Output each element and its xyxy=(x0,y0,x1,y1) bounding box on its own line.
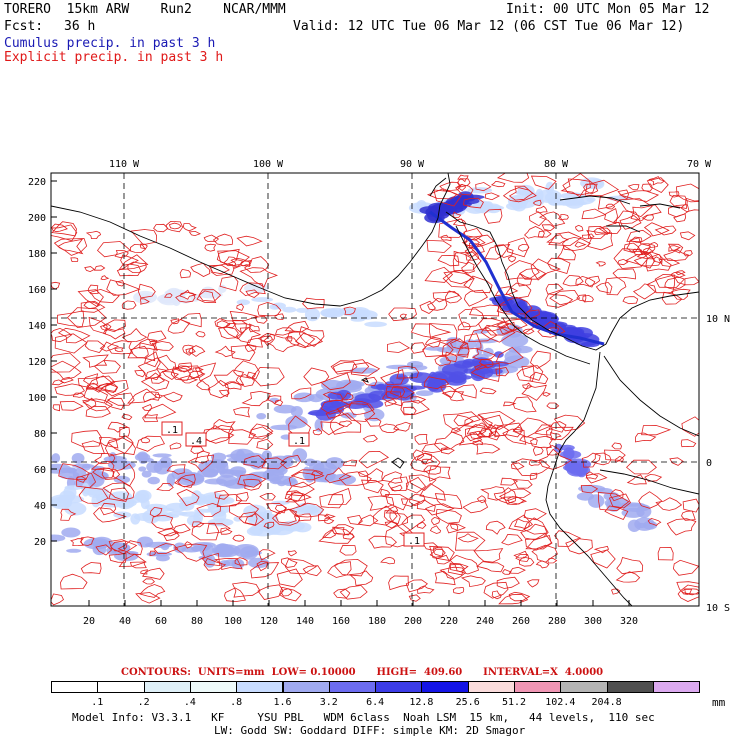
colorbar-swatch xyxy=(189,681,238,693)
explicit-precip-contours xyxy=(51,173,699,606)
y-tick-label: 80 xyxy=(34,429,46,440)
x-tick-label: 60 xyxy=(155,616,167,627)
y-tick-label: 220 xyxy=(28,177,46,188)
colorbar-label: 3.2 xyxy=(319,697,338,708)
colorbar-label: .1 xyxy=(91,697,104,708)
colorbar-swatch xyxy=(143,681,191,693)
forecast-label: Fcst: xyxy=(4,19,44,34)
colorbar-label: .4 xyxy=(183,697,196,708)
x-tick-label: 260 xyxy=(512,616,530,627)
explicit-precip-legend: Explicit precip. in past 3 h xyxy=(4,50,224,65)
x-tick-label: 20 xyxy=(83,616,95,627)
y-tick-label: 120 xyxy=(28,357,46,368)
colorbar-label: 204.8 xyxy=(591,697,622,708)
x-tick-label: 280 xyxy=(548,616,566,627)
contour-value-label: .4 xyxy=(190,436,202,447)
y-tick-label: 160 xyxy=(28,285,46,296)
contour-value-label: .1 xyxy=(293,436,305,447)
contour-value-box xyxy=(185,432,207,447)
y-tick-label: 20 xyxy=(34,537,46,548)
colorbar-swatch xyxy=(375,681,423,693)
x-tick-label: 180 xyxy=(368,616,386,627)
y-tick-label: 180 xyxy=(28,249,46,260)
lon-label: 90 W xyxy=(400,159,425,170)
colorbar-label: 6.4 xyxy=(366,697,385,708)
colorbar-label: 102.4 xyxy=(545,697,576,708)
colorbar-swatch xyxy=(236,681,284,693)
contour-value-box xyxy=(161,421,183,436)
forecast-hours: 36 h xyxy=(64,19,96,34)
x-tick-label: 120 xyxy=(260,616,278,627)
y-tick-label: 40 xyxy=(34,501,46,512)
lat-label: 0 xyxy=(706,458,712,469)
x-tick-label: 200 xyxy=(404,616,422,627)
x-tick-label: 140 xyxy=(296,616,314,627)
x-tick-label: 80 xyxy=(191,616,203,627)
x-tick-label: 300 xyxy=(584,616,602,627)
lon-label: 70 W xyxy=(687,159,712,170)
colorbar-swatch xyxy=(328,681,377,693)
colorbar-swatch xyxy=(606,681,654,693)
colorbar-swatch xyxy=(560,681,608,693)
colorbar-label: 51.2 xyxy=(501,697,527,708)
lon-label: 80 W xyxy=(544,159,569,170)
colorbar-swatch xyxy=(421,681,469,693)
x-tick-label: 240 xyxy=(476,616,494,627)
model-title: TORERO 15km ARW Run2 NCAR/MMM xyxy=(4,2,286,17)
y-tick-label: 60 xyxy=(34,465,46,476)
x-tick-label: 100 xyxy=(224,616,242,627)
colorbar-label: .8 xyxy=(230,697,243,708)
colorbar-swatch xyxy=(97,681,145,693)
contour-value-box xyxy=(288,432,310,447)
colorbar-label: .2 xyxy=(137,697,150,708)
lon-label: 100 W xyxy=(253,159,284,170)
colorbar-swatch xyxy=(652,681,701,693)
colorbar-unit: mm xyxy=(712,696,726,709)
y-tick-label: 100 xyxy=(28,393,46,404)
y-tick-label: 140 xyxy=(28,321,46,332)
x-tick-label: 220 xyxy=(440,616,458,627)
contour-value-label: .1 xyxy=(408,536,420,547)
colorbar-label: 25.6 xyxy=(455,697,480,708)
contours-info: CONTOURS: UNITS=mm LOW= 0.10000 HIGH= 40… xyxy=(121,667,604,678)
colorbar-label: 12.8 xyxy=(409,697,434,708)
x-tick-label: 320 xyxy=(620,616,638,627)
contour-value-box xyxy=(403,532,425,547)
colorbar-label: 1.6 xyxy=(273,697,292,708)
colorbar-swatch xyxy=(514,681,562,693)
model-info: Model Info: V3.3.1 KF YSU PBL WDM 6class… xyxy=(72,711,655,724)
x-tick-label: 160 xyxy=(332,616,350,627)
colorbar-swatch xyxy=(282,681,330,693)
x-tick-label: 40 xyxy=(119,616,131,627)
init-time: Init: 00 UTC Mon 05 Mar 12 xyxy=(506,2,710,17)
lat-label: 10 N xyxy=(706,314,730,325)
valid-time: Valid: 12 UTC Tue 06 Mar 12 (06 CST Tue … xyxy=(293,19,685,34)
lon-label: 110 W xyxy=(109,159,140,170)
contour-value-label: .1 xyxy=(166,425,178,436)
colorbar-swatch xyxy=(51,681,99,693)
coastline xyxy=(51,173,699,606)
cumulus-precip-legend: Cumulus precip. in past 3 h xyxy=(4,36,216,51)
model-physics: LW: Godd SW: Goddard DIFF: simple KM: 2D… xyxy=(214,724,526,737)
y-tick-label: 200 xyxy=(28,213,46,224)
colorbar-swatch xyxy=(467,681,515,693)
lat-label: 10 S xyxy=(706,603,730,614)
map-frame xyxy=(50,172,700,607)
